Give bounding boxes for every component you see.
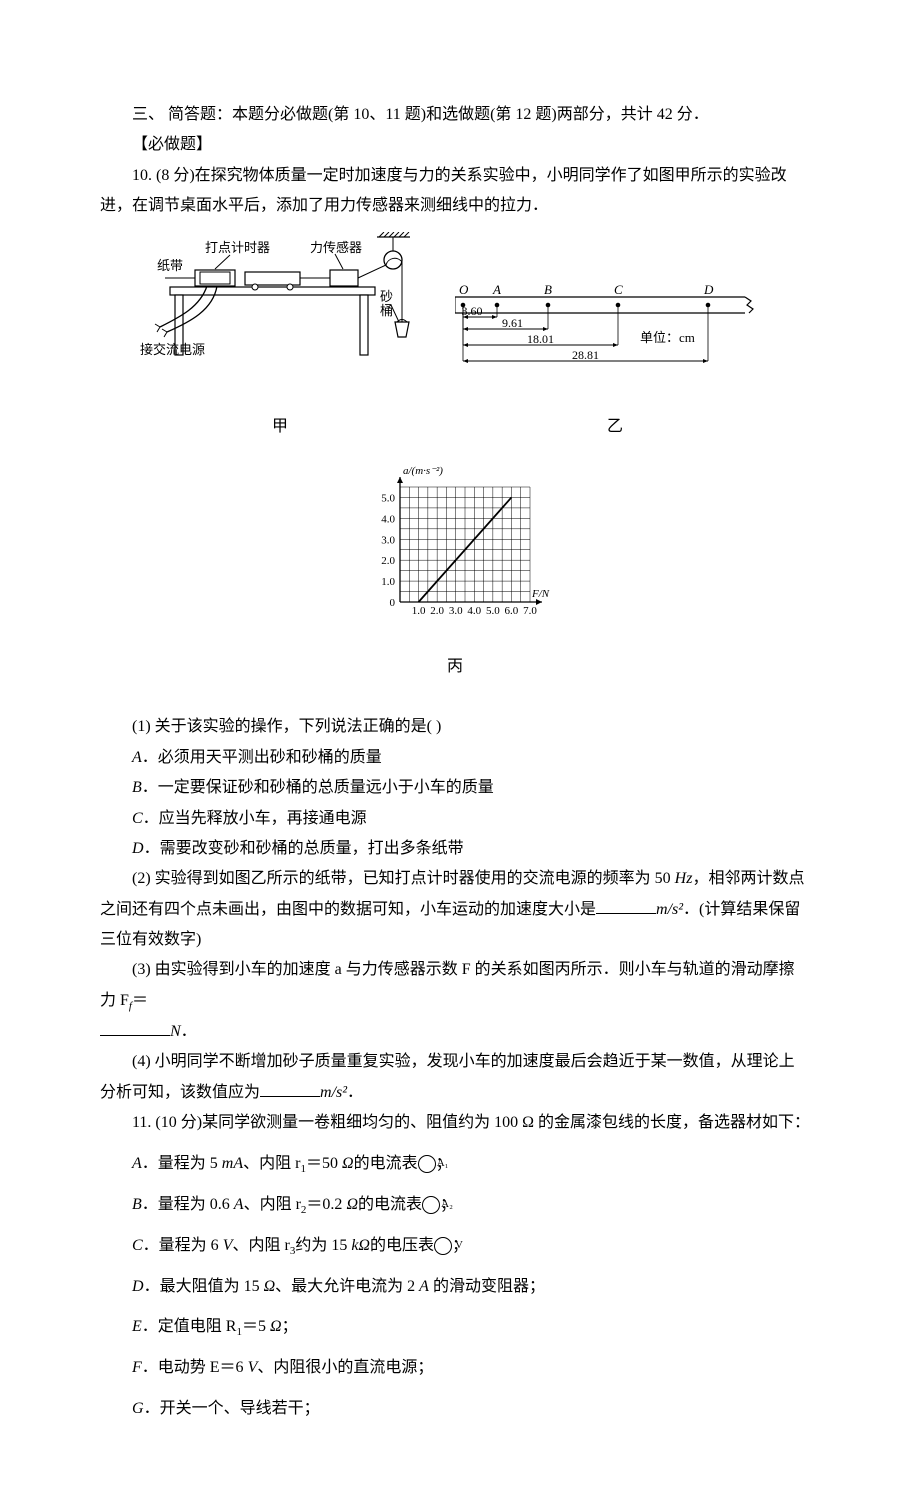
svg-text:1.0: 1.0 — [381, 576, 395, 588]
q10-sub3: (3) 由实验得到小车的加速度 a 与力传感器示数 F 的关系如图丙所示．则小车… — [100, 955, 810, 1016]
svg-text:O: O — [459, 282, 469, 297]
svg-text:a/(m·s⁻²): a/(m·s⁻²) — [403, 465, 443, 477]
apparatus-diagram: 纸带打点计时器力传感器砂桶接交流电源 — [135, 232, 425, 402]
svg-text:2.0: 2.0 — [430, 605, 444, 617]
svg-text:F/N: F/N — [531, 588, 550, 600]
svg-text:3.60: 3.60 — [462, 304, 483, 318]
svg-text:6.0: 6.0 — [505, 605, 519, 617]
svg-text:2.0: 2.0 — [381, 555, 395, 567]
unit-n: N — [170, 1023, 181, 1040]
svg-text:C: C — [614, 282, 623, 297]
figure-bing-wrap: 1.0 2.0 3.0 4.0 5.0 6.0 7.0 0 1.0 2.0 3.0 4.0 5.0 a/(… — [100, 462, 810, 682]
q10-option-c[interactable]: C．应当先释放小车，再接通电源 — [100, 804, 810, 834]
blank-friction[interactable] — [100, 1019, 170, 1036]
must-do-label: 【必做题】 — [100, 130, 810, 160]
svg-text:4.0: 4.0 — [381, 513, 395, 525]
q10-sub3-line2: N． — [100, 1017, 810, 1047]
q11-item-e: E．定值电阻 R1＝5 Ω； — [100, 1312, 810, 1343]
svg-text:D: D — [703, 282, 714, 297]
svg-text:18.01: 18.01 — [527, 332, 554, 346]
q10-2-text-a: (2) 实验得到如图乙所示的纸带，已知打点计时器使用的交流电源的频率为 50 — [132, 870, 675, 887]
q10-3-text-a: (3) 由实验得到小车的加速度 a 与力传感器示数 F 的关系如图丙所示．则小车… — [100, 961, 795, 1008]
svg-text:9.61: 9.61 — [502, 316, 523, 330]
blank-accel[interactable] — [596, 897, 656, 914]
section-header: 三、 简答题：本题分必做题(第 10、11 题)和选做题(第 12 题)两部分，… — [100, 100, 810, 130]
svg-text:A: A — [492, 282, 501, 297]
svg-text:打点计时器: 打点计时器 — [205, 240, 270, 255]
figures-row-jia-yi: 纸带打点计时器力传感器砂桶接交流电源 甲 OABCD单位：cm3.609.611… — [100, 232, 810, 442]
svg-text:砂: 砂 — [380, 289, 393, 304]
svg-text:0: 0 — [390, 597, 396, 609]
q10-3-period: ． — [181, 1023, 197, 1040]
tape-diagram: O A B C D 单位：cm 3.60 9.61 18.01 28.81 — [455, 282, 775, 402]
q10-option-a[interactable]: A．必须用天平测出砂和砂桶的质量 — [100, 743, 810, 773]
q11-item-c: C．量程为 6 V、内阻 r3约为 15 kΩ的电压表V； — [100, 1231, 810, 1262]
q10-intro: 10. (8 分)在探究物体质量一定时加速度与力的关系实验中，小明同学作了如图甲… — [100, 161, 810, 222]
option-text: ．必须用天平测出砂和砂桶的质量 — [142, 749, 382, 766]
q10-4-text-a: (4) 小明同学不断增加砂子质量重复实验，发现小车的加速度最后会趋近于某一数值，… — [100, 1053, 795, 1100]
q10-3-eq: ＝ — [132, 992, 148, 1009]
q11-item-b: B．量程为 0.6 A、内阻 r2＝0.2 Ω的电流表A₂； — [100, 1190, 810, 1221]
option-text: ．应当先释放小车，再接通电源 — [143, 810, 367, 827]
q11-item-g: G．开关一个、导线若干； — [100, 1394, 810, 1424]
svg-text:3.0: 3.0 — [449, 605, 463, 617]
af-chart: 1.0 2.0 3.0 4.0 5.0 6.0 7.0 0 1.0 2.0 3.0 4.0 5.0 a/(… — [355, 462, 555, 642]
svg-text:28.81: 28.81 — [572, 348, 599, 362]
svg-text:接交流电源: 接交流电源 — [140, 342, 205, 357]
hz-unit: Hz — [675, 870, 693, 887]
q10-option-b[interactable]: B．一定要保证砂和砂桶的总质量远小于小车的质量 — [100, 773, 810, 803]
caption-bing: 丙 — [447, 652, 463, 682]
caption-jia: 甲 — [272, 412, 288, 442]
unit-ms2-2: m/s² — [320, 1084, 347, 1101]
q11-item-f: F．电动势 E＝6 V、内阻很小的直流电源； — [100, 1353, 810, 1383]
caption-yi: 乙 — [607, 412, 623, 442]
option-label: A — [132, 749, 142, 766]
option-text: ．一定要保证砂和砂桶的总质量远小于小车的质量 — [142, 779, 494, 796]
q11-item-a: A．量程为 5 mA、内阻 r1＝50 Ω的电流表A₁； — [100, 1149, 810, 1180]
option-label: D — [132, 840, 144, 857]
option-text: ．需要改变砂和砂桶的总质量，打出多条纸带 — [144, 840, 464, 857]
svg-text:1.0: 1.0 — [412, 605, 426, 617]
option-label: B — [132, 779, 142, 796]
option-label: C — [132, 810, 143, 827]
svg-text:单位：cm: 单位：cm — [640, 330, 695, 345]
svg-text:5.0: 5.0 — [381, 492, 395, 504]
figure-jia: 纸带打点计时器力传感器砂桶接交流电源 甲 — [135, 232, 425, 442]
svg-text:3.0: 3.0 — [381, 534, 395, 546]
q10-option-d[interactable]: D．需要改变砂和砂桶的总质量，打出多条纸带 — [100, 834, 810, 864]
svg-text:B: B — [544, 282, 552, 297]
q10-sub2: (2) 实验得到如图乙所示的纸带，已知打点计时器使用的交流电源的频率为 50 H… — [100, 864, 810, 955]
q11-intro: 11. (10 分)某同学欲测量一卷粗细均匀的、阻值约为 100 Ω 的金属漆包… — [100, 1108, 810, 1138]
svg-text:7.0: 7.0 — [523, 605, 537, 617]
q10-sub4: (4) 小明同学不断增加砂子质量重复实验，发现小车的加速度最后会趋近于某一数值，… — [100, 1047, 810, 1108]
svg-text:纸带: 纸带 — [157, 258, 183, 273]
blank-limit[interactable] — [260, 1080, 320, 1097]
q10-sub1: (1) 关于该实验的操作，下列说法正确的是( ) — [100, 712, 810, 742]
figure-bing: 1.0 2.0 3.0 4.0 5.0 6.0 7.0 0 1.0 2.0 3.0 4.0 5.0 a/(… — [355, 462, 555, 682]
q11-item-d: D．最大阻值为 15 Ω、最大允许电流为 2 A 的滑动变阻器； — [100, 1272, 810, 1302]
svg-text:力传感器: 力传感器 — [310, 240, 362, 255]
svg-text:4.0: 4.0 — [467, 605, 481, 617]
figure-yi: O A B C D 单位：cm 3.60 9.61 18.01 28.81 乙 — [455, 282, 775, 442]
q10-4-period: ． — [347, 1084, 363, 1101]
svg-text:5.0: 5.0 — [486, 605, 500, 617]
unit-ms2-1: m/s² — [656, 901, 683, 918]
